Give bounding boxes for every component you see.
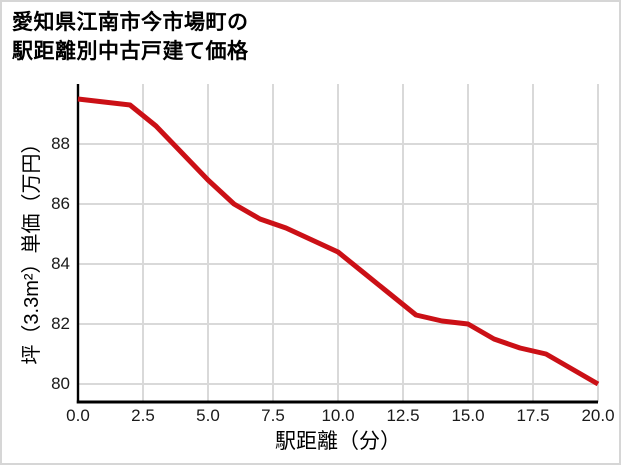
y-tick-label: 86 <box>51 194 70 213</box>
x-axis-label: 駅距離（分） <box>275 430 401 453</box>
axis-spines <box>76 84 598 404</box>
x-tick-label: 0.0 <box>66 406 90 425</box>
chart-title: 愛知県江南市今市場町の 駅距離別中古戸建て価格 <box>12 11 249 63</box>
x-tick-label: 2.5 <box>131 406 155 425</box>
y-tick-label: 82 <box>51 314 70 333</box>
data-line <box>77 96 600 387</box>
y-tick-label: 80 <box>51 374 70 393</box>
y-tick-label: 88 <box>51 134 70 153</box>
y-tick-label: 84 <box>51 254 70 273</box>
x-tick-label: 17.5 <box>516 406 550 425</box>
x-tick-label: 20.0 <box>581 406 615 425</box>
grid-lines <box>78 84 599 402</box>
x-tick-label: 10.0 <box>321 406 355 425</box>
x-tick-label: 12.5 <box>386 406 420 425</box>
x-tick-label: 15.0 <box>451 406 485 425</box>
x-tick-label: 5.0 <box>196 406 220 425</box>
y-axis-label: 坪（3.3m²）単価（万円） <box>21 133 43 365</box>
price-line-series <box>77 96 600 387</box>
x-tick-label: 7.5 <box>261 406 285 425</box>
